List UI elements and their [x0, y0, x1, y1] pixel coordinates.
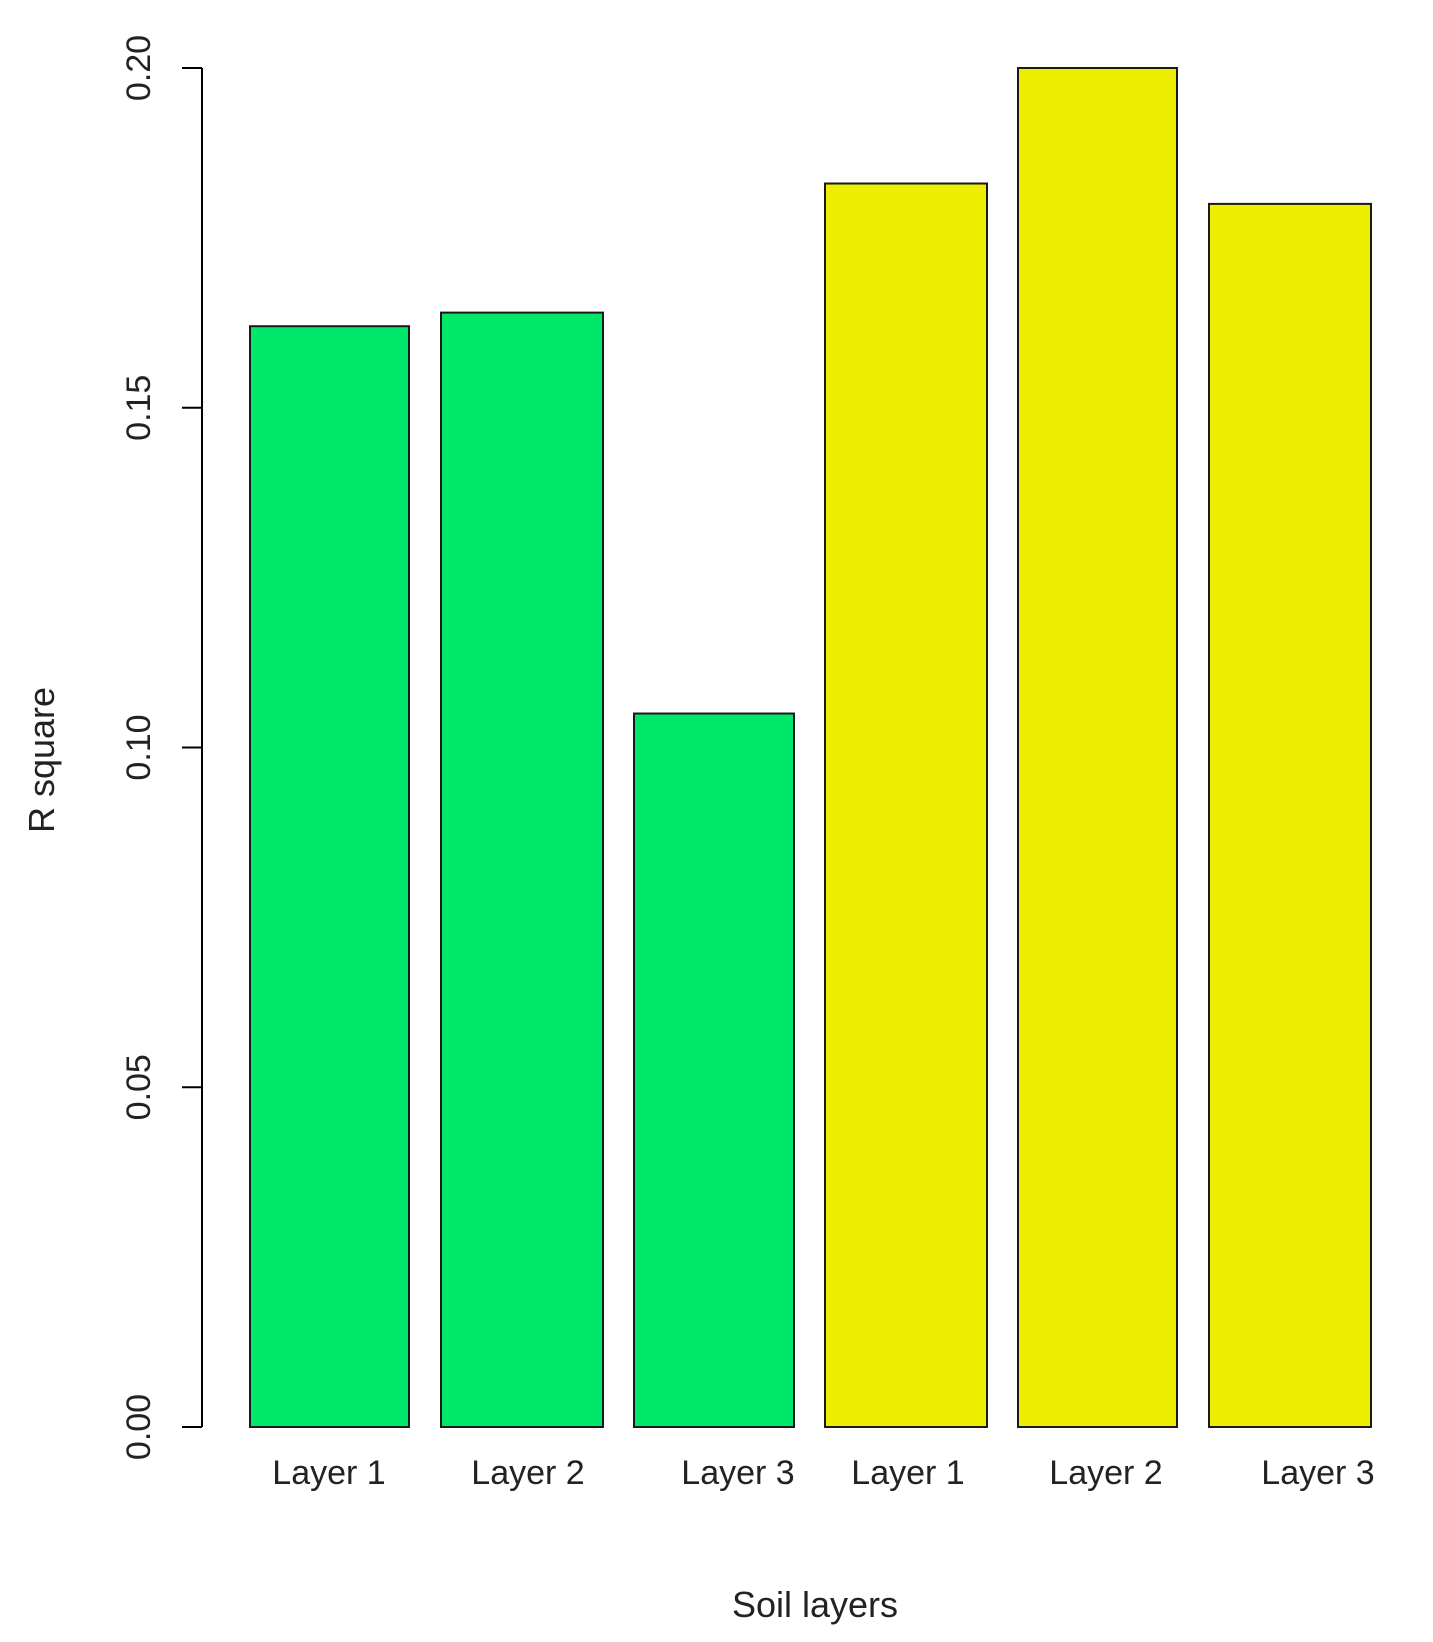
bar [1017, 67, 1178, 1428]
x-tick-label: Layer 2 [1049, 1454, 1162, 1492]
y-tick-label: 0.10 [120, 714, 158, 780]
bars-group [249, 67, 1372, 1429]
x-tick-label: Layer 1 [272, 1454, 385, 1492]
bar [633, 712, 795, 1428]
x-tick-labels: Layer 1 Layer 2 Layer 3 Layer 1 Layer 2 Layer… [272, 1454, 1374, 1492]
y-tick-label: 0.00 [120, 1394, 158, 1460]
bar [824, 182, 988, 1428]
bar [1208, 202, 1372, 1428]
y-tick-label: 0.20 [120, 35, 158, 101]
y-tick-label: 0.05 [120, 1054, 158, 1120]
x-tick-label: Layer 1 [851, 1454, 964, 1492]
x-tick-label: Layer 3 [681, 1454, 794, 1492]
y-tick-label: 0.15 [120, 375, 158, 441]
bar [440, 311, 604, 1428]
y-axis: 0.00 0.05 0.10 0.15 0.20 [120, 35, 203, 1460]
bar [249, 325, 410, 1429]
y-axis-title: R square [21, 687, 62, 833]
x-tick-label: Layer 2 [471, 1454, 584, 1492]
x-axis-title: Soil layers [732, 1584, 898, 1625]
x-tick-label: Layer 3 [1261, 1454, 1374, 1492]
